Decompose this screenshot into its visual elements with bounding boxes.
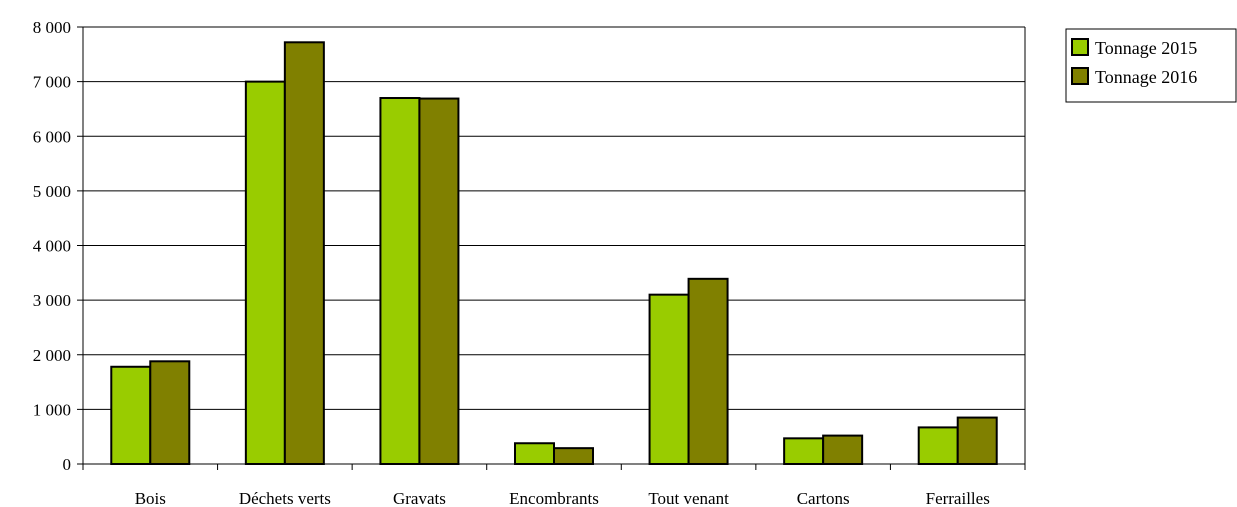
bars	[110, 41, 998, 466]
y-tick-label: 1 000	[33, 400, 71, 419]
bar-2015	[917, 426, 959, 465]
legend-box	[1065, 28, 1237, 103]
bar-2016	[149, 360, 191, 465]
axes	[77, 26, 1026, 470]
y-axis-tick-labels: 0 1 000 2 000 3 000 4 000 5 000 6 000 7 000 8 00…	[33, 18, 71, 474]
y-tick-label: 2 000	[33, 346, 71, 365]
y-tick-label: 8 000	[33, 18, 71, 37]
bar-2015	[244, 80, 286, 465]
bar-2016	[956, 416, 998, 466]
gridlines	[83, 26, 1025, 410]
x-category-label: Encombrants	[509, 489, 599, 507]
x-category-label: Cartons	[797, 489, 850, 507]
x-category-label: Ferrailles	[926, 489, 990, 507]
y-tick-label: 6 000	[33, 127, 71, 146]
x-category-label: Bois	[135, 489, 166, 507]
bar-2015	[110, 365, 152, 465]
bar-2016	[553, 447, 594, 466]
bar-2016	[687, 277, 729, 466]
bar-2016	[418, 97, 460, 465]
x-axis-category-labels: Bois Déchets verts Gravats Encombrants Tout …	[135, 489, 990, 507]
legend-label: Tonnage 2015	[1095, 38, 1197, 58]
bar-2016	[283, 41, 325, 465]
bar-2015	[379, 97, 421, 465]
bar-2015	[783, 437, 825, 466]
x-category-label: Gravats	[393, 489, 446, 507]
legend-label: Tonnage 2016	[1095, 67, 1197, 87]
bar-2015	[514, 442, 555, 465]
x-category-label: Déchets verts	[239, 489, 331, 507]
y-tick-label: 0	[63, 455, 72, 474]
bar-2015	[648, 293, 690, 465]
y-tick-label: 7 000	[33, 73, 71, 92]
legend-swatch-2015	[1071, 38, 1089, 56]
bar-2016	[822, 434, 864, 466]
y-tick-label: 5 000	[33, 182, 71, 201]
x-category-label: Tout venant	[648, 489, 729, 507]
y-tick-label: 3 000	[33, 291, 71, 310]
y-tick-label: 4 000	[33, 237, 71, 256]
legend-swatch-2016	[1071, 67, 1089, 85]
legend: Tonnage 2015 Tonnage 2016	[1065, 28, 1237, 103]
